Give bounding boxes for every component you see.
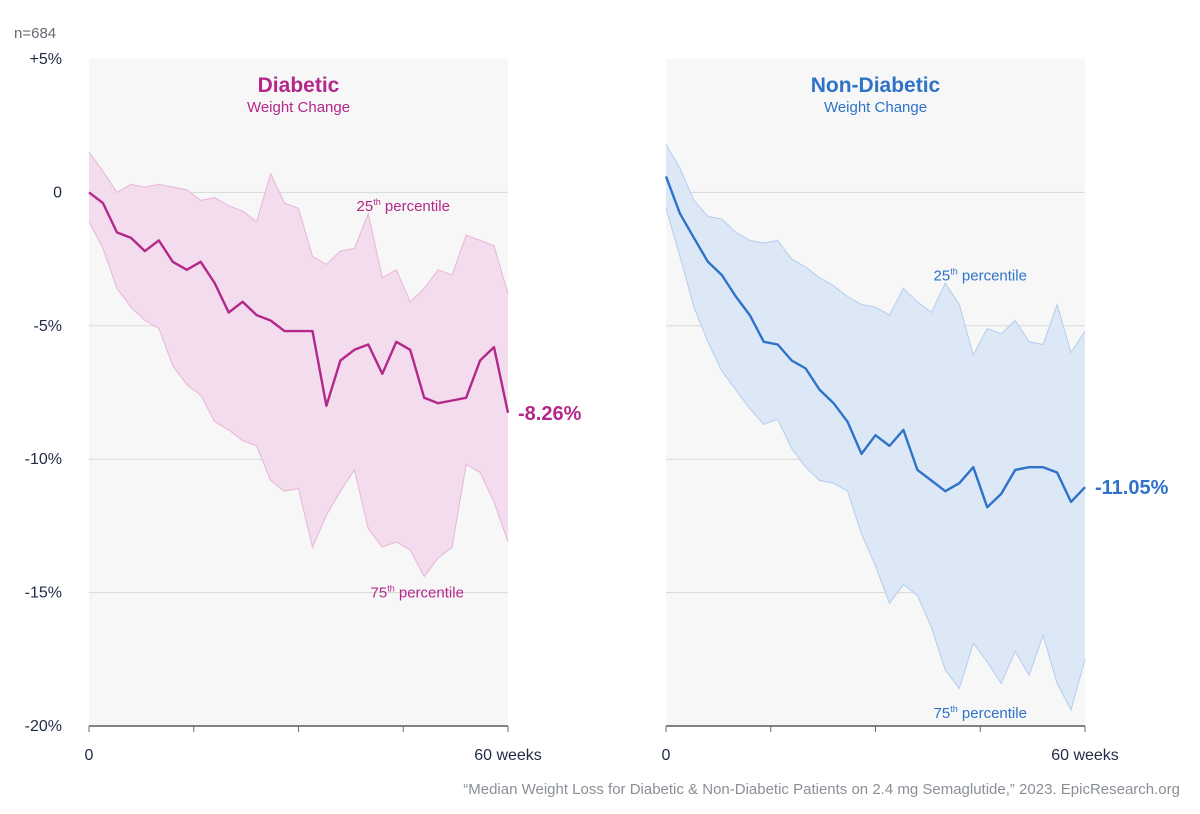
- y-tick-label: -10%: [25, 451, 62, 468]
- y-tick-label: 0: [53, 184, 62, 201]
- non-diabetic-subtitle: Weight Change: [824, 99, 927, 116]
- sample-size-label: n=684: [14, 25, 56, 42]
- diabetic-title: Diabetic: [258, 74, 340, 97]
- non-diabetic-25th-percentile-label: 25th percentile: [934, 266, 1027, 284]
- non-diabetic-percentile-band: [666, 144, 1085, 710]
- non-diabetic-panel: Non-Diabetic Weight Change 25th percentile…: [662, 59, 1169, 764]
- y-tick-label: -5%: [34, 318, 62, 335]
- diabetic-25th-percentile-line: [88, 152, 509, 303]
- y-tick-label: -20%: [25, 718, 62, 735]
- diabetic-25th-percentile-label: 25th percentile: [357, 197, 450, 215]
- y-tick-label: -15%: [25, 585, 62, 602]
- diabetic-75th-percentile-line: [88, 221, 509, 578]
- diabetic-median-line: [88, 191, 510, 414]
- diabetic-subtitle: Weight Change: [247, 99, 350, 116]
- non-diabetic-25th-percentile-line: [665, 144, 1086, 357]
- diabetic-percentile-band: [89, 152, 508, 577]
- non-diabetic-title: Non-Diabetic: [811, 74, 941, 97]
- diabetic-75th-percentile-label: 75th percentile: [371, 584, 464, 602]
- diabetic-panel: Diabetic Weight Change 25th percentile 75th…: [25, 51, 582, 764]
- non-diabetic-75th-percentile-label: 75th percentile: [934, 704, 1027, 722]
- diabetic-x-tick-label: 60 weeks: [474, 747, 542, 764]
- non-diabetic-x-tick-label: 0: [662, 747, 671, 764]
- non-diabetic-end-value-label: -11.05%: [1095, 477, 1169, 499]
- non-diabetic-median-line: [664, 175, 1086, 509]
- source-citation: “Median Weight Loss for Diabetic & Non-D…: [463, 781, 1180, 798]
- non-diabetic-x-tick-label: 60 weeks: [1051, 747, 1119, 764]
- diabetic-x-tick-label: 0: [85, 747, 94, 764]
- diabetic-end-value-label: -8.26%: [518, 403, 582, 425]
- y-tick-label: +5%: [30, 51, 62, 68]
- non-diabetic-75th-percentile-line: [665, 208, 1086, 712]
